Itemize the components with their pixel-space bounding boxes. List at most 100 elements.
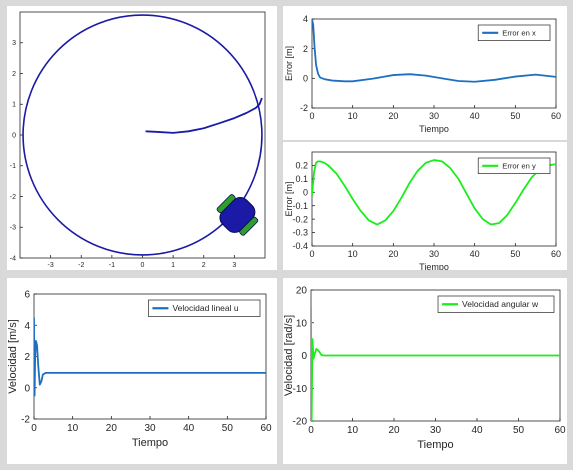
- legend-box: [437, 295, 555, 313]
- y-tick-label: 0.2: [295, 161, 308, 171]
- plot-area: [312, 159, 556, 226]
- y-tick-label: 2: [24, 352, 30, 363]
- legend-label: Error en y: [502, 162, 536, 171]
- y-tick-label: 0: [301, 351, 307, 362]
- y-tick-label: -0.1: [292, 201, 308, 211]
- y-tick-label: -4: [10, 255, 16, 262]
- x-tick-label: 20: [388, 425, 400, 436]
- y-tick-label: -2: [21, 415, 30, 426]
- y-axis-label: Velocidad [rad/s]: [283, 315, 295, 396]
- x-tick-label: 2: [202, 262, 206, 269]
- x-tick-label: 60: [554, 425, 566, 436]
- series-0-line: [312, 159, 556, 226]
- x-tick-label: 30: [429, 249, 439, 259]
- x-tick-label: 30: [144, 423, 156, 434]
- x-tick-label: 50: [510, 249, 520, 259]
- x-tick-label: 60: [551, 111, 561, 121]
- y-tick-label: 20: [296, 286, 308, 297]
- x-tick-label: 20: [106, 423, 118, 434]
- y-tick-label: -10: [293, 384, 308, 395]
- y-tick-label: 4: [303, 14, 308, 24]
- y-tick-label: 2: [303, 44, 308, 54]
- x-tick-label: 50: [510, 111, 520, 121]
- velocidad-angular-plot: 0 10 20 30 40 50 60 -20 -10 0 10 20 Tiempo Velocidad …: [283, 286, 566, 452]
- plot-area: [34, 317, 266, 397]
- error-x-panel: 0 10 20 30 40 50 60 -2 0 2 4 Tiempo Error [m] Error e…: [283, 6, 567, 140]
- legend: Velocidad lineal u: [148, 299, 261, 317]
- x-axis-label: Tiempo: [132, 437, 168, 449]
- y-tick-label: -2: [10, 194, 16, 201]
- y-tick-label: 6: [24, 290, 30, 301]
- x-tick-label: 60: [260, 423, 272, 434]
- robot-wheel-bottom: [239, 216, 259, 236]
- y-tick-label: 3: [12, 40, 16, 47]
- legend-label: Error en x: [502, 29, 536, 38]
- plot-area: [22, 14, 263, 256]
- legend: Error en x: [477, 24, 551, 41]
- x-tick-label: 0: [31, 423, 37, 434]
- x-tick-label: -3: [48, 262, 54, 269]
- y-axis-label: Error [m]: [284, 182, 294, 217]
- x-tick-label: 0: [309, 111, 314, 121]
- y-tick-label: 0: [24, 383, 30, 394]
- y-tick-label: -1: [10, 163, 16, 170]
- x-tick-label: 1: [171, 262, 175, 269]
- x-axis-label: Tiempo: [419, 124, 449, 134]
- legend-label: Velocidad lineal u: [172, 303, 238, 313]
- y-axis-label: Error [m]: [284, 46, 294, 81]
- x-tick-label: 40: [183, 423, 195, 434]
- reference-circle-line: [22, 14, 263, 256]
- x-tick-label: 50: [513, 425, 525, 436]
- x-tick-label: 0: [308, 425, 314, 436]
- series-0-line: [312, 19, 556, 83]
- x-tick-label: 40: [470, 111, 480, 121]
- trajectory-plot: -3 -2 -1 0 1 2 3 -4 -3 -2 -1 0 1 2 3: [10, 11, 266, 269]
- x-tick-label: 40: [470, 249, 480, 259]
- series-0-line: [311, 306, 560, 421]
- legend-box: [148, 299, 261, 317]
- x-tick-label: 30: [430, 425, 442, 436]
- x-tick-label: 30: [429, 111, 439, 121]
- x-tick-label: 0: [309, 249, 314, 259]
- x-tick-label: 3: [232, 262, 236, 269]
- trajectory-panel: -3 -2 -1 0 1 2 3 -4 -3 -2 -1 0 1 2 3: [7, 6, 277, 270]
- y-tick-label: -2: [300, 103, 308, 113]
- y-tick-label: 0: [12, 132, 16, 139]
- x-tick-label: 60: [551, 249, 561, 259]
- series-0-line: [34, 317, 266, 397]
- plot-area: [312, 19, 556, 83]
- x-tick-label: -2: [78, 262, 84, 269]
- plot-area: [311, 306, 560, 421]
- x-tick-label: 10: [67, 423, 79, 434]
- robot-icon: [216, 194, 259, 236]
- legend-label: Velocidad angular w: [462, 299, 539, 309]
- y-tick-label: -0.4: [292, 241, 308, 251]
- velocidad-lineal-panel: 0 10 20 30 40 50 60 -2 0 2 4 6 Tiempo Velocidad [m/s]…: [7, 278, 277, 464]
- y-tick-label: 0.1: [295, 174, 308, 184]
- y-tick-label: 1: [12, 102, 16, 109]
- legend: Error en y: [477, 157, 551, 174]
- error-y-panel: 0 10 20 30 40 50 60 -0.4 -0.3 -0.2 -0.1 0 0.1 0.2 Tiem…: [283, 142, 567, 272]
- x-tick-label: -1: [109, 262, 115, 269]
- x-tick-label: 10: [348, 249, 358, 259]
- x-tick-label: 50: [222, 423, 234, 434]
- legend-box: [477, 24, 551, 41]
- y-tick-label: 10: [296, 318, 308, 329]
- y-axis-label: Velocidad [m/s]: [7, 319, 19, 394]
- x-tick-label: 10: [347, 425, 359, 436]
- x-tick-label: 20: [388, 111, 398, 121]
- y-tick-label: -3: [10, 225, 16, 232]
- y-tick-label: 4: [24, 321, 30, 332]
- y-tick-label: 2: [12, 71, 16, 78]
- legend: Velocidad angular w: [437, 295, 555, 313]
- x-tick-label: 40: [471, 425, 483, 436]
- y-tick-label: -0.2: [292, 214, 308, 224]
- y-tick-label: -20: [293, 417, 308, 428]
- x-axis-label: Tiempo: [417, 439, 453, 451]
- y-tick-label: -0.3: [292, 228, 308, 238]
- y-tick-label: 0: [303, 187, 308, 197]
- x-tick-label: 10: [348, 111, 358, 121]
